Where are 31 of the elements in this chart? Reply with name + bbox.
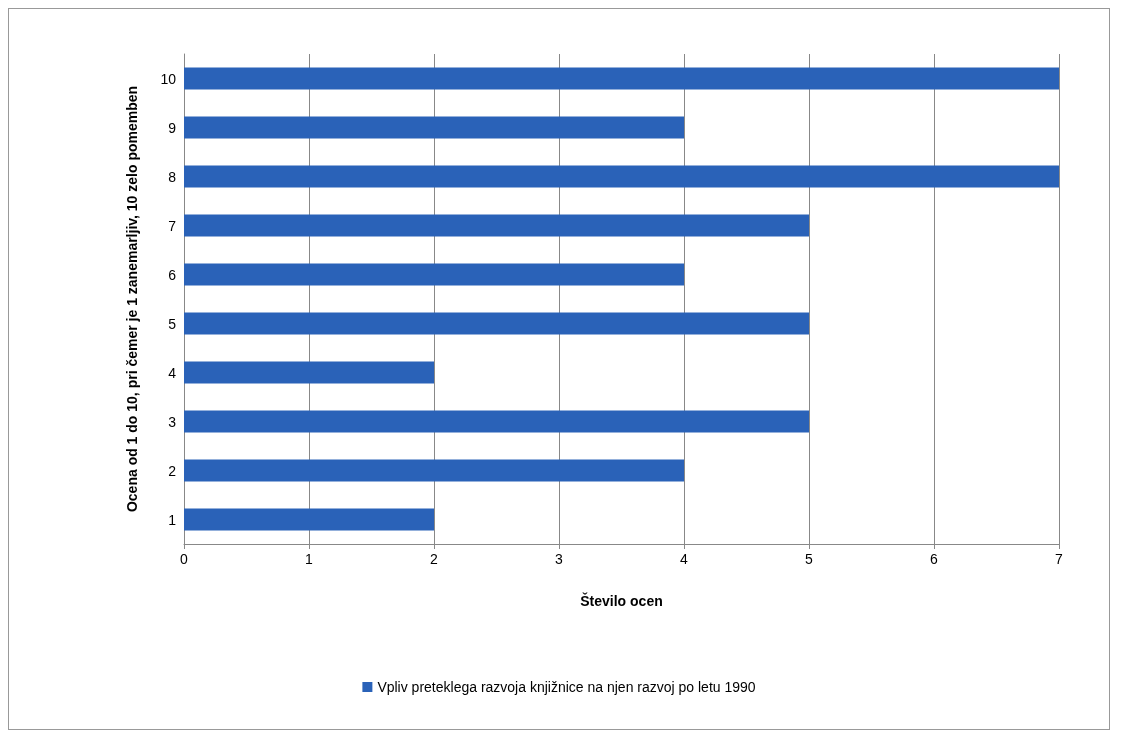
bar — [184, 312, 809, 335]
x-tick-label: 4 — [680, 551, 689, 567]
x-axis-title: Število ocen — [580, 592, 663, 609]
bar — [184, 67, 1059, 90]
bar — [184, 410, 809, 433]
bar — [184, 459, 684, 482]
bar — [184, 214, 809, 237]
x-tick-label: 7 — [1055, 551, 1064, 567]
y-tick-label: 9 — [168, 119, 177, 136]
y-tick-label: 4 — [168, 364, 177, 381]
y-tick-label: 1 — [168, 511, 177, 528]
bar — [184, 263, 684, 286]
bar — [184, 361, 434, 384]
legend-label: Vpliv preteklega razvoja knjižnice na njen razvoj po letu 1990 — [377, 679, 756, 695]
bar — [184, 116, 684, 139]
y-tick-label: 6 — [168, 266, 177, 283]
y-axis-title: Ocena od 1 do 10, pri čemer je 1 zanemarljiv, 10 zelo pomemben — [124, 85, 140, 513]
x-tick-label: 3 — [555, 551, 564, 567]
y-tick-label: 3 — [168, 413, 177, 430]
y-tick-label: 7 — [168, 217, 177, 234]
x-tick-label: 1 — [305, 551, 314, 567]
x-tick-label: 5 — [805, 551, 814, 567]
x-tick-label: 6 — [930, 551, 939, 567]
x-tick-label: 2 — [430, 551, 439, 567]
y-tick-label: 8 — [168, 168, 177, 185]
y-tick-label: 10 — [160, 70, 177, 87]
y-tick-label: 5 — [168, 315, 177, 332]
y-tick-label: 2 — [168, 462, 177, 479]
bar — [184, 508, 434, 531]
bar — [184, 165, 1059, 188]
x-tick-label: 0 — [180, 551, 189, 567]
